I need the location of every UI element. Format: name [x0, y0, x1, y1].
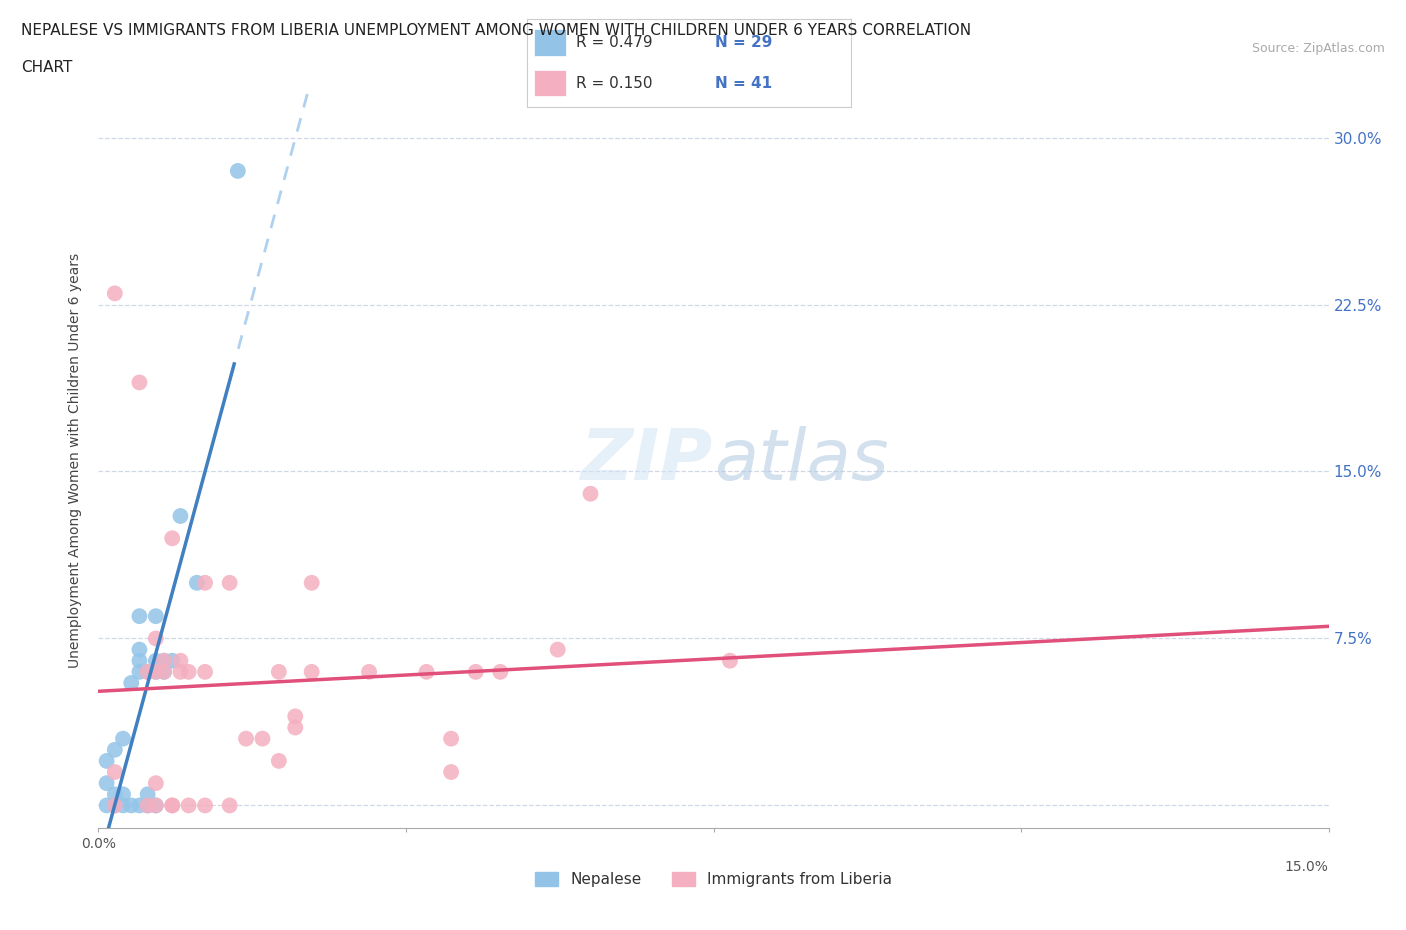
Point	[104, 787, 127, 802]
Point	[252, 731, 274, 746]
Point	[104, 742, 127, 757]
Point	[145, 653, 167, 668]
Point	[440, 731, 463, 746]
Point	[301, 576, 323, 591]
Point	[301, 664, 323, 679]
Point	[162, 798, 184, 813]
Point	[153, 664, 176, 679]
Bar	[534, 29, 567, 56]
Point	[415, 664, 437, 679]
Point	[136, 798, 159, 813]
Point	[162, 531, 184, 546]
Point	[218, 576, 240, 591]
Point	[112, 731, 135, 746]
Point	[579, 486, 602, 501]
Point	[128, 653, 150, 668]
Point	[104, 798, 127, 813]
Point	[128, 664, 150, 679]
Point	[145, 798, 167, 813]
Point	[169, 509, 191, 524]
Legend: Nepalese, Immigrants from Liberia: Nepalese, Immigrants from Liberia	[529, 866, 898, 894]
Point	[226, 164, 249, 179]
Point	[112, 787, 135, 802]
Point	[96, 798, 118, 813]
Point	[136, 798, 159, 813]
Point	[284, 720, 307, 735]
Point	[128, 375, 150, 390]
Point	[284, 709, 307, 724]
Point	[145, 609, 167, 624]
Point	[145, 631, 167, 646]
Point	[145, 798, 167, 813]
Text: R = 0.479: R = 0.479	[576, 35, 652, 50]
Point	[153, 653, 176, 668]
Text: ZIP: ZIP	[581, 426, 714, 495]
Point	[120, 675, 142, 690]
Point	[177, 664, 200, 679]
Point	[267, 664, 290, 679]
Text: atlas: atlas	[714, 426, 889, 495]
Point	[547, 642, 569, 657]
Point	[104, 798, 127, 813]
Point	[718, 653, 741, 668]
Point	[136, 787, 159, 802]
Point	[104, 286, 127, 300]
Point	[489, 664, 512, 679]
Point	[120, 798, 142, 813]
Point	[145, 776, 167, 790]
Bar	[534, 70, 567, 97]
Point	[145, 664, 167, 679]
Point	[128, 798, 150, 813]
Point	[162, 798, 184, 813]
Point	[145, 664, 167, 679]
Text: 15.0%: 15.0%	[1285, 860, 1329, 874]
Point	[128, 642, 150, 657]
Text: N = 29: N = 29	[714, 35, 772, 50]
Point	[359, 664, 381, 679]
Text: R = 0.150: R = 0.150	[576, 75, 652, 90]
Point	[162, 653, 184, 668]
Text: N = 41: N = 41	[714, 75, 772, 90]
Y-axis label: Unemployment Among Women with Children Under 6 years: Unemployment Among Women with Children U…	[69, 253, 83, 668]
Point	[169, 664, 191, 679]
Point	[96, 753, 118, 768]
Point	[153, 653, 176, 668]
Point	[440, 764, 463, 779]
Point	[194, 576, 217, 591]
Point	[464, 664, 486, 679]
Point	[136, 664, 159, 679]
Point	[112, 798, 135, 813]
Text: NEPALESE VS IMMIGRANTS FROM LIBERIA UNEMPLOYMENT AMONG WOMEN WITH CHILDREN UNDER: NEPALESE VS IMMIGRANTS FROM LIBERIA UNEM…	[21, 23, 972, 38]
Point	[136, 664, 159, 679]
Point	[96, 776, 118, 790]
Point	[128, 609, 150, 624]
Point	[153, 664, 176, 679]
Point	[235, 731, 257, 746]
Point	[177, 798, 200, 813]
Point	[194, 664, 217, 679]
Text: Source: ZipAtlas.com: Source: ZipAtlas.com	[1251, 42, 1385, 55]
Point	[104, 764, 127, 779]
Point	[267, 753, 290, 768]
Point	[194, 798, 217, 813]
Point	[169, 653, 191, 668]
Point	[218, 798, 240, 813]
Point	[186, 576, 208, 591]
Text: CHART: CHART	[21, 60, 73, 75]
